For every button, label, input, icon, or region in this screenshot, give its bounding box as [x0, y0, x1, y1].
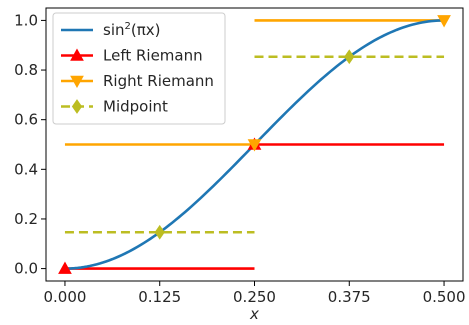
y-tick-label-5: 1.0	[14, 11, 38, 29]
x-tick-label-2: 0.250	[233, 288, 276, 306]
legend: sin2(πx) Left Riemann Right Riemann Midpoin…	[52, 12, 226, 125]
series-3-marker-1	[344, 49, 355, 65]
y-tick-label-0: 0.0	[14, 260, 38, 278]
legend-label-3: Midpoint	[103, 98, 168, 116]
legend-label-1: Left Riemann	[103, 47, 203, 65]
x-tick-label-0: 0.000	[43, 288, 86, 306]
y-tick-label-3: 0.6	[14, 111, 38, 129]
axes: 0.000 0.125 0.250 0.375 0.500 0.0 0.2 0.4 0.6 0.8…	[14, 7, 466, 323]
x-tick-label-3: 0.375	[328, 288, 371, 306]
x-tick-label-1: 0.125	[138, 288, 181, 306]
legend-marker-1	[70, 48, 84, 61]
y-tick-label-1: 0.2	[14, 210, 38, 228]
series-2-marker-1	[437, 15, 451, 28]
series-2-marker-0	[247, 139, 262, 152]
series-3-marker-0	[154, 224, 165, 240]
y-tick-label-2: 0.4	[14, 160, 38, 178]
series-1-marker-0	[58, 261, 72, 274]
legend-marker-2	[70, 75, 84, 89]
legend-marker-3	[71, 99, 83, 114]
legend-label-2: Right Riemann	[103, 72, 214, 90]
plot-area	[58, 15, 451, 274]
y-tick-label-4: 0.8	[14, 61, 38, 79]
x-axis-label: x	[249, 305, 259, 323]
legend-box	[52, 12, 226, 125]
legend-label-0: sin2(πx)	[103, 21, 161, 39]
x-tick-label-4: 0.500	[423, 288, 466, 306]
